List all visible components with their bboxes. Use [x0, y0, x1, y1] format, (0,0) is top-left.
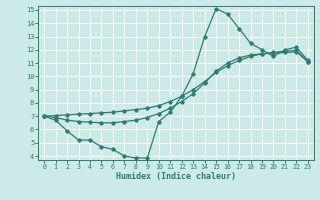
- X-axis label: Humidex (Indice chaleur): Humidex (Indice chaleur): [116, 172, 236, 181]
